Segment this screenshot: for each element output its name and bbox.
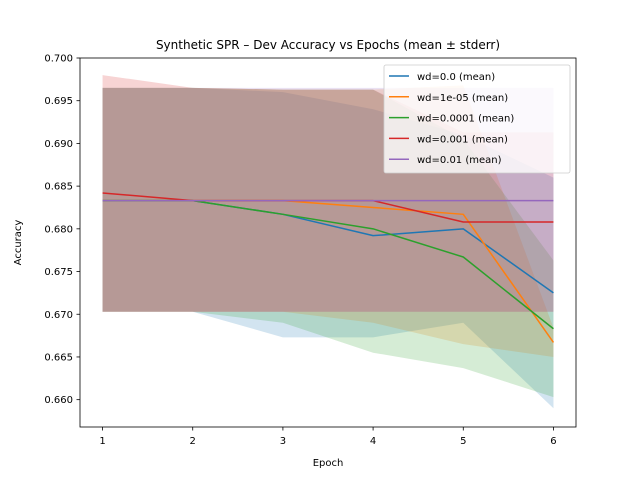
y-axis-ticks: 0.660 0.665 0.670 0.675 0.680 0.685 0.690 0.695… (44, 54, 80, 406)
y-tick-label: 0.680 (44, 224, 73, 235)
legend-label-series-5: wd=0.01 (mean) (417, 155, 502, 166)
x-tick-label: 2 (190, 436, 196, 447)
x-tick-label: 3 (280, 436, 286, 447)
legend-box (383, 64, 571, 174)
y-tick-label: 0.670 (44, 310, 73, 321)
x-tick-label: 5 (460, 436, 466, 447)
legend: wd=0.0 (mean) wd=1e-05 (mean) wd=0.0001 (m… (383, 64, 571, 174)
y-tick-label: 0.695 (44, 96, 73, 107)
legend-label-series-4: wd=0.001 (mean) (417, 134, 508, 145)
series-lines (102, 192, 555, 343)
x-tick-label: 4 (370, 436, 376, 447)
x-axis-ticks: 1 2 3 4 5 6 (99, 427, 557, 447)
x-axis-label: Epoch (313, 458, 344, 469)
y-tick-label: 0.700 (44, 54, 73, 65)
y-tick-label: 0.690 (44, 139, 73, 150)
x-tick-label: 1 (99, 436, 105, 447)
legend-label-series-3: wd=0.0001 (mean) (417, 114, 514, 125)
plot-frame (79, 57, 577, 428)
legend-label-series-1: wd=0.0 (mean) (417, 72, 495, 83)
legend-label-series-2: wd=1e-05 (mean) (417, 93, 508, 104)
y-axis-label: Accuracy (13, 220, 24, 266)
y-tick-label: 0.665 (44, 352, 73, 363)
y-tick-label: 0.660 (44, 395, 73, 406)
y-tick-label: 0.675 (44, 267, 73, 278)
y-tick-label: 0.685 (44, 182, 73, 193)
chart-title: Synthetic SPR – Dev Accuracy vs Epochs (… (156, 38, 500, 52)
x-tick-label: 6 (550, 436, 556, 447)
